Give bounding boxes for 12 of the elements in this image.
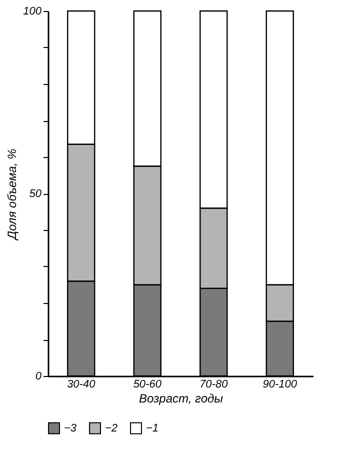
x-axis-title: Возраст, годы (139, 392, 224, 406)
legend-label: −3 (64, 422, 78, 434)
y-tick-label: 50 (29, 188, 42, 200)
y-tick-label: 100 (23, 6, 42, 18)
x-tick-label: 90-100 (262, 378, 298, 390)
x-tick-label: 50-60 (133, 378, 162, 390)
legend-label: −2 (105, 422, 118, 434)
x-tick-label: 30-40 (67, 378, 96, 390)
x-tick-label: 70-80 (200, 378, 229, 390)
legend-label: −1 (146, 422, 159, 434)
y-axis-title: Доля объема, % (5, 148, 20, 242)
y-tick-label: 0 (35, 370, 42, 382)
